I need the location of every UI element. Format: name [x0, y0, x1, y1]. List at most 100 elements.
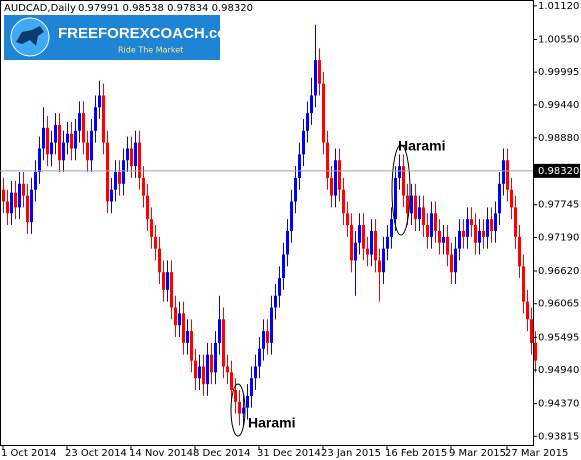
candle-body	[494, 213, 497, 231]
candle-body	[158, 248, 161, 273]
candle-body	[250, 378, 253, 396]
candle-body	[378, 260, 381, 273]
candle-body	[6, 201, 9, 214]
x-tick-label: 27 Mar 2015	[505, 448, 568, 459]
candle-body	[434, 213, 437, 231]
candle-body	[18, 183, 21, 208]
candle-body	[210, 354, 213, 373]
candle-body	[70, 133, 73, 149]
candle-body	[410, 195, 413, 214]
candle-body	[418, 207, 421, 220]
x-tick-label: 23 Oct 2014	[65, 448, 127, 459]
candle-body	[42, 127, 45, 149]
candle-body	[138, 142, 141, 178]
y-tick-label: 0.95495	[538, 332, 579, 343]
candle-body	[222, 319, 225, 367]
candle-body	[82, 113, 85, 143]
candle-body	[334, 160, 337, 196]
candle-body	[30, 189, 33, 223]
candle-body	[74, 130, 77, 149]
candle-body	[342, 189, 345, 214]
y-tick-label: 0.97745	[538, 200, 579, 211]
candle-body	[446, 236, 449, 255]
candle-body	[482, 230, 485, 237]
candle-body	[162, 272, 165, 290]
candle-body	[150, 219, 153, 237]
candle-body	[66, 133, 69, 143]
candle-body	[278, 278, 281, 296]
x-tick-label: 31 Dec 2014	[257, 448, 321, 459]
candle-body	[422, 207, 425, 226]
ohlc-header: 0.97991 0.98538 0.97834 0.98320	[78, 3, 253, 14]
candle-body	[534, 342, 537, 361]
candle-body	[114, 172, 117, 190]
candle-body	[46, 127, 49, 155]
logo-bull	[16, 26, 44, 46]
candle-body	[394, 177, 397, 220]
candle-body	[282, 254, 285, 279]
candle-body	[106, 142, 109, 202]
candle-body	[526, 301, 529, 320]
candle-body	[274, 295, 277, 308]
candle-body	[362, 225, 365, 249]
candle-body	[270, 307, 273, 343]
candle-body	[398, 166, 401, 178]
candle-body	[402, 166, 405, 196]
candle-body	[294, 177, 297, 202]
candle-body	[346, 213, 349, 226]
candle-body	[302, 130, 305, 155]
candle-body	[390, 219, 393, 237]
x-tick-label: 23 Jan 2015	[321, 448, 381, 459]
current-price-box	[534, 163, 580, 178]
candle-body	[258, 348, 261, 367]
y-tick-label: 0.97190	[538, 232, 579, 243]
candle-body	[314, 60, 317, 96]
candle-body	[470, 219, 473, 226]
candle-body	[466, 219, 469, 237]
candle-body	[290, 201, 293, 231]
candle-body	[102, 95, 105, 143]
y-tick-label: 0.99995	[538, 67, 579, 78]
candle-body	[518, 236, 521, 267]
candle-body	[54, 124, 57, 143]
candle-body	[246, 395, 249, 408]
candle-body	[230, 372, 233, 391]
annotation: Harami	[398, 138, 445, 154]
candle-body	[386, 236, 389, 249]
candle-body	[122, 160, 125, 184]
chart-title: AUDCAD,Daily	[4, 3, 76, 14]
x-tick-label: 16 Feb 2015	[385, 448, 447, 459]
candle-body	[450, 254, 453, 273]
candle-body	[238, 401, 241, 414]
candle-body	[458, 230, 461, 249]
logo-tagline: Ride The Market	[118, 46, 183, 55]
harami-circle	[391, 144, 411, 236]
y-tick-label: 0.99440	[538, 100, 579, 111]
candle-body	[530, 319, 533, 343]
candle-body	[10, 192, 13, 214]
candle-body	[130, 148, 133, 167]
candle-body	[330, 177, 333, 196]
candle-body	[354, 242, 357, 261]
candle-body	[310, 95, 313, 114]
y-tick-label: 0.96065	[538, 299, 579, 310]
candle-body	[146, 195, 149, 220]
candle-body	[254, 366, 257, 379]
candle-body	[170, 272, 173, 308]
current-price-label: 0.98320	[538, 166, 579, 177]
candle-body	[430, 213, 433, 237]
candle-body	[110, 189, 113, 202]
candle-body	[218, 319, 221, 343]
candle-body	[262, 331, 265, 349]
candle-body	[514, 207, 517, 237]
y-tick-label: 0.94370	[538, 399, 579, 410]
candle-body	[286, 230, 289, 255]
candle-body	[382, 248, 385, 273]
y-tick-label: 0.96620	[538, 266, 579, 277]
candle-body	[326, 142, 329, 178]
candle-body	[62, 142, 65, 161]
candle-body	[338, 160, 341, 190]
candle-body	[38, 148, 41, 173]
plot	[2, 24, 537, 426]
y-tick-label: 0.93815	[538, 431, 579, 442]
